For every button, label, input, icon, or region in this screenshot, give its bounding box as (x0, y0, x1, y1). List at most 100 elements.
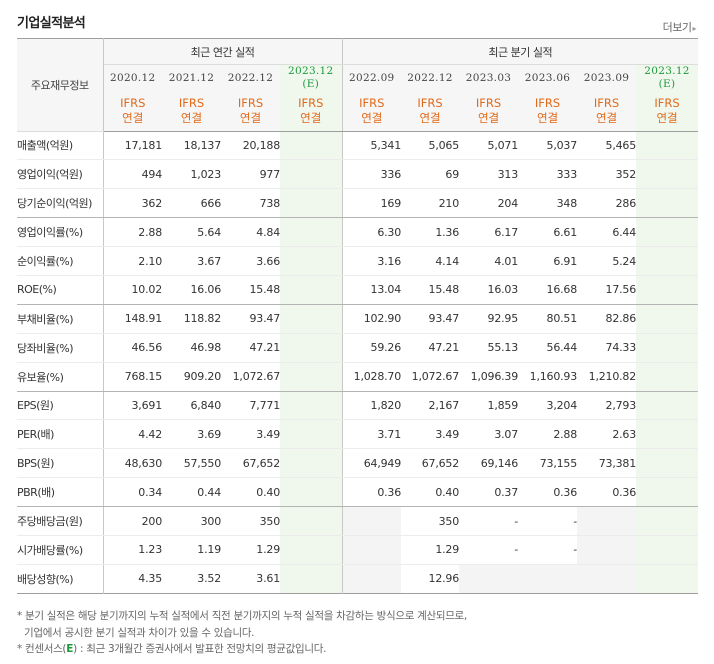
value-cell: 10.02 (103, 275, 162, 305)
value-cell: 7,771 (221, 391, 280, 421)
value-cell (636, 362, 699, 392)
value-cell (459, 564, 519, 594)
value-cell: 200 (103, 506, 162, 536)
value-cell: 3,204 (518, 391, 578, 421)
more-link[interactable]: 더보기▸ (663, 19, 697, 35)
value-cell (636, 391, 699, 421)
row-label: 당기순이익(억원) (17, 188, 104, 219)
value-cell: 1,072.67 (221, 362, 280, 392)
value-cell (518, 564, 578, 594)
value-cell: 47.21 (221, 333, 280, 363)
value-cell (280, 419, 343, 450)
value-cell (636, 246, 699, 276)
value-cell: 977 (221, 159, 280, 190)
standard-line2: 연결 (300, 110, 322, 125)
standard-line1: IFRS (654, 95, 680, 110)
value-cell: 57,550 (162, 448, 221, 479)
value-cell: - (518, 506, 578, 536)
value-cell: 4.14 (401, 246, 460, 276)
value-cell: 118.82 (162, 304, 221, 334)
value-cell: 16.68 (518, 275, 578, 305)
standard-header: IFRS 연결 (342, 91, 402, 132)
value-cell: 93.47 (401, 304, 460, 334)
table-row: 순이익률(%) 2.10 3.67 3.66 3.16 4.14 4.01 6.91 5.24 (17, 246, 699, 276)
value-cell: 204 (459, 188, 519, 219)
table-row: 유보율(%) 768.15 909.20 1,072.67 1,028.70 1,072.… (17, 362, 699, 392)
value-cell: 3.16 (342, 246, 402, 276)
table-row: 당좌비율(%) 46.56 46.98 47.21 59.26 47.21 55.13 56.… (17, 333, 699, 363)
value-cell: 3.61 (256, 572, 280, 586)
footnote-consensus: * 컨센서스(E) : 최근 3개월간 증권사에서 발표한 전망치의 평균값입니… (17, 641, 467, 658)
value-cell: 17.56 (577, 275, 637, 305)
row-label: 유보율(%) (17, 362, 104, 392)
footnote-quarterly-cont: 기업에서 공시한 분기 실적과 차이가 있을 수 있습니다. (24, 626, 255, 639)
value-cell (636, 217, 699, 248)
value-cell: 5,037 (518, 131, 578, 161)
value-cell (577, 535, 637, 565)
value-cell: 69 (401, 159, 460, 190)
standard-line1: IFRS (534, 95, 561, 110)
footnote-quarterly: * 분기 실적은 해당 분기까지의 누적 실적에서 직전 분기까지의 누적 실적… (17, 610, 467, 622)
value-cell: 5.24 (577, 246, 637, 276)
standard-line2: 연결 (361, 110, 383, 125)
value-cell: 1.23 (103, 535, 162, 565)
estimate-label: (E) (302, 78, 320, 90)
standard-line1: IFRS (593, 95, 620, 110)
value-cell (636, 448, 699, 479)
value-cell: 1,160.93 (518, 362, 578, 392)
period-header: 2023.03 (459, 64, 519, 91)
value-cell: - (518, 535, 578, 565)
corner-label: 주요재무정보 (17, 38, 104, 132)
period-header: 2022.12 (401, 64, 460, 91)
period-date: 2021.12 (168, 72, 215, 84)
value-cell: 3.67 (162, 246, 221, 276)
row-label: BPS(원) (17, 448, 104, 479)
value-cell: 82.86 (577, 304, 637, 334)
table-row: BPS(원) 48,630 57,550 67,652 64,949 67,652 69,1… (17, 448, 699, 479)
value-cell: 909.20 (162, 362, 221, 392)
value-cell: 3.52 (197, 572, 221, 586)
value-cell: 93.47 (221, 304, 280, 334)
value-cell: 13.04 (342, 275, 402, 305)
value-cell: - (459, 506, 519, 536)
value-cell (280, 188, 343, 219)
value-cell (636, 188, 699, 219)
value-cell: 286 (577, 188, 637, 219)
value-cell (280, 362, 343, 392)
value-cell: 5.64 (162, 217, 221, 248)
value-cell: 0.44 (162, 477, 221, 508)
value-cell: 55.13 (459, 333, 519, 363)
value-cell (280, 564, 343, 594)
period-header: 2021.12 (162, 64, 221, 91)
value-cell (280, 391, 343, 421)
value-cell: 1,028.70 (342, 362, 402, 392)
period-date: 2023.03 (465, 72, 512, 84)
value-cell (342, 564, 402, 594)
value-cell: 169 (342, 188, 402, 219)
value-cell: 46.98 (162, 333, 221, 363)
chevron-right-icon: ▸ (692, 24, 696, 33)
period-header: 2023.09 (577, 64, 637, 91)
value-cell: - (459, 535, 519, 565)
value-cell: 148.91 (103, 304, 162, 334)
value-cell: 6.61 (518, 217, 578, 248)
value-cell: 64,949 (342, 448, 402, 479)
value-cell: 1,096.39 (459, 362, 519, 392)
value-cell: 46.56 (103, 333, 162, 363)
standard-header: IFRS 연결 (459, 91, 519, 132)
value-cell: 3.71 (342, 419, 402, 450)
row-label: 당좌비율(%) (17, 333, 104, 363)
row-label: 주당배당금(원) (17, 506, 104, 536)
table-row: PER(배) 4.42 3.69 3.49 3.71 3.49 3.07 2.88 2.63 (17, 419, 699, 450)
table-row: 당기순이익(억원) 362 666 738 169 210 204 348 286 (17, 188, 699, 219)
period-header: 2022.09 (342, 64, 402, 91)
value-cell: 74.33 (577, 333, 637, 363)
value-cell: 3.07 (459, 419, 519, 450)
value-cell: 5,465 (577, 131, 637, 161)
value-cell: 69,146 (459, 448, 519, 479)
value-cell: 2,793 (577, 391, 637, 421)
table-row: 주당배당금(원) 200 300 350 350- - (17, 506, 699, 536)
value-cell: 0.36 (518, 477, 578, 508)
value-cell (280, 477, 343, 508)
footnote-consensus-post: ) : 최근 3개월간 증권사에서 발표한 전망치의 평균값입니다. (73, 643, 327, 655)
